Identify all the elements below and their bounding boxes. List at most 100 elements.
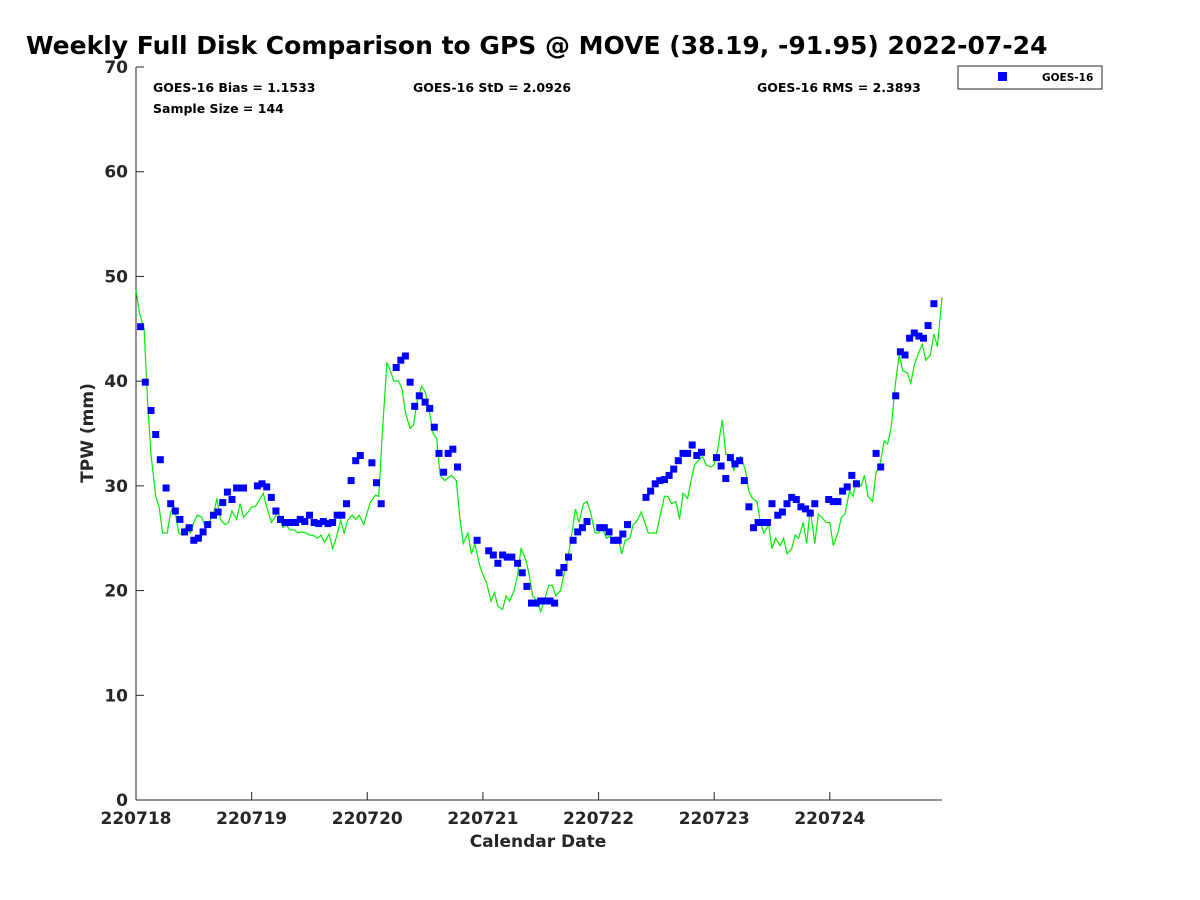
goes-16-point bbox=[401, 352, 409, 360]
goes-16-point bbox=[185, 524, 193, 532]
goes-16-point bbox=[532, 599, 540, 607]
goes-16-point bbox=[768, 500, 776, 508]
goes-16-point bbox=[152, 431, 160, 438]
goes-16-point bbox=[555, 569, 563, 577]
legend-box bbox=[957, 65, 1103, 90]
goes-16-point bbox=[272, 507, 280, 515]
goes-16-point bbox=[811, 500, 819, 508]
goes-16-point bbox=[356, 452, 364, 459]
goes-16-point bbox=[223, 488, 231, 496]
goes-16-point bbox=[670, 465, 678, 473]
std-stat: GOES-16 StD = 2.0926 bbox=[413, 80, 571, 95]
goes-16-point bbox=[745, 503, 753, 511]
goes-16-point bbox=[578, 524, 586, 532]
goes-16-point bbox=[392, 364, 400, 371]
goes-16-point bbox=[219, 499, 227, 507]
goes-16-point bbox=[518, 569, 526, 577]
goes-16-point bbox=[528, 599, 535, 607]
goes-16-point bbox=[610, 536, 618, 544]
goes-16-point bbox=[713, 454, 720, 462]
goes-16-point bbox=[494, 559, 502, 567]
goes-16-point bbox=[560, 564, 568, 571]
goes-16-point bbox=[546, 597, 554, 605]
goes-16-point bbox=[333, 511, 341, 519]
y-tick-label: 0 bbox=[116, 791, 128, 811]
goes-16-point bbox=[693, 452, 701, 459]
goes-16-point bbox=[503, 553, 511, 561]
goes-16-point bbox=[426, 404, 434, 412]
goes-16-point bbox=[454, 463, 461, 471]
goes-16-point bbox=[541, 597, 549, 605]
y-tick-label: 40 bbox=[104, 372, 128, 392]
legend-label: GOES-16 bbox=[1042, 72, 1093, 84]
plot-area: 0 10 20 30 40 50 60 70 220718 220719 220720 220721… bbox=[101, 58, 943, 829]
goes-16-point bbox=[253, 482, 261, 490]
goes-16-point bbox=[722, 475, 730, 482]
goes-16-point bbox=[489, 551, 497, 559]
goes-16-point bbox=[421, 398, 429, 406]
goes-16-point bbox=[684, 449, 692, 457]
goes-16-point bbox=[310, 519, 318, 526]
goes-16-point bbox=[910, 329, 918, 337]
goes-16-point bbox=[329, 519, 337, 526]
goes-16-point bbox=[485, 547, 493, 555]
goes-16-point bbox=[377, 500, 385, 508]
x-tick-label: 220723 bbox=[679, 809, 750, 829]
x-ticks: 220718 220719 220720 220721 220722 220723 2207… bbox=[101, 792, 865, 829]
goes-16-point bbox=[373, 479, 380, 487]
goes-16-point bbox=[368, 459, 376, 467]
goes-16-point bbox=[499, 551, 507, 559]
goes-16-point bbox=[204, 521, 212, 529]
bias-stat: GOES-16 Bias = 1.1533 bbox=[153, 80, 315, 95]
goes-16-point bbox=[296, 515, 304, 523]
goes-16-point bbox=[896, 348, 904, 356]
goes-16-point bbox=[872, 449, 880, 457]
goes-16-point bbox=[194, 534, 202, 542]
chart-title: Weekly Full Disk Comparison to GPS @ MOV… bbox=[26, 31, 1047, 60]
goes-16-point bbox=[214, 508, 222, 516]
goes-16-point bbox=[319, 518, 327, 525]
y-tick-label: 20 bbox=[104, 582, 128, 602]
goes-16-point bbox=[508, 553, 516, 561]
goes-16-point bbox=[565, 553, 572, 561]
y-ticks: 0 10 20 30 40 50 60 70 bbox=[104, 58, 144, 811]
goes-16-point bbox=[642, 493, 650, 501]
x-tick-label: 220721 bbox=[447, 809, 518, 829]
goes-16-point bbox=[292, 519, 300, 526]
goes-16-point bbox=[661, 476, 668, 484]
goes-16-point bbox=[726, 454, 734, 462]
goes-16-point bbox=[665, 471, 673, 479]
goes-16-point bbox=[892, 392, 900, 400]
goes-16-point bbox=[338, 511, 346, 519]
goes-16-point bbox=[852, 480, 860, 488]
goes-16-point bbox=[137, 323, 145, 331]
y-tick-label: 70 bbox=[104, 58, 128, 78]
goes-16-point bbox=[277, 515, 284, 523]
goes-16-point bbox=[444, 449, 452, 457]
goes-16-point bbox=[834, 498, 842, 506]
goes-16-point bbox=[411, 402, 419, 410]
goes-16-point bbox=[181, 528, 189, 536]
y-tick-label: 30 bbox=[104, 477, 128, 497]
goes-16-point bbox=[514, 559, 522, 567]
goes-16-point bbox=[605, 528, 613, 536]
goes-16-point bbox=[435, 449, 443, 457]
goes-16-point bbox=[802, 505, 809, 513]
goes-16-point bbox=[406, 378, 414, 386]
goes-16-point bbox=[924, 322, 932, 330]
goes-16-point bbox=[920, 334, 927, 342]
goes-16-point bbox=[839, 487, 847, 495]
goes-16-point bbox=[731, 460, 739, 468]
goes-16-point bbox=[624, 521, 631, 529]
goes-16-point bbox=[797, 503, 805, 511]
goes-16-point bbox=[551, 599, 559, 607]
x-tick-label: 220719 bbox=[216, 809, 287, 829]
goes-16-point bbox=[430, 423, 438, 431]
goes-16-point bbox=[449, 445, 457, 453]
goes-16-point bbox=[147, 407, 155, 414]
legend: GOES-16 bbox=[957, 65, 1103, 90]
goes-16-point bbox=[343, 500, 350, 508]
y-tick-label: 50 bbox=[104, 267, 128, 287]
y-axis-label: TPW (mm) bbox=[78, 383, 98, 483]
